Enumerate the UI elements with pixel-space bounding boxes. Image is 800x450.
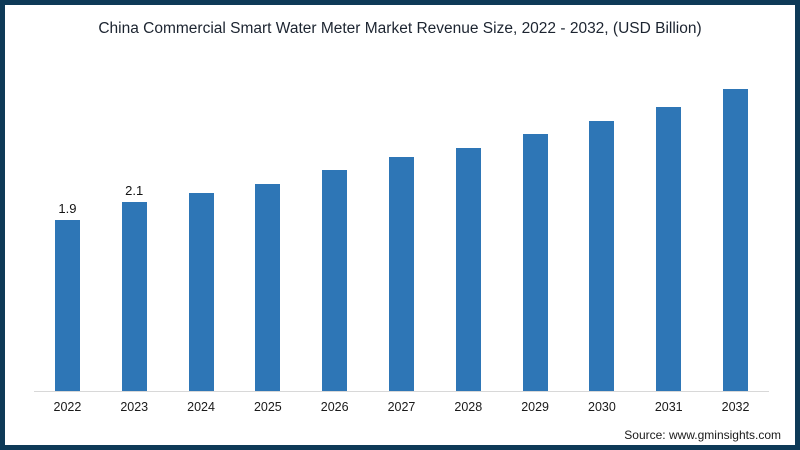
data-label-2023: 2.1 bbox=[125, 183, 144, 198]
chart-title: China Commercial Smart Water Meter Marke… bbox=[98, 20, 702, 37]
bar-column-2024 bbox=[168, 5, 235, 391]
data-label-2022: 1.9 bbox=[58, 201, 77, 216]
bar-2028 bbox=[455, 148, 481, 391]
bar-column-2025 bbox=[234, 5, 301, 391]
bar-column-2023: 2.1 bbox=[101, 5, 168, 391]
bar-column-2027 bbox=[368, 5, 435, 391]
bar-column-2032 bbox=[702, 5, 769, 391]
x-tick-2022: 2022 bbox=[53, 400, 82, 414]
bar-column-2028 bbox=[435, 5, 502, 391]
bar-2030 bbox=[589, 121, 615, 391]
bar-2025 bbox=[255, 184, 281, 391]
bar-2032 bbox=[723, 89, 749, 391]
bar-2031 bbox=[656, 107, 682, 391]
x-tick-2028: 2028 bbox=[454, 400, 483, 414]
x-tick-2031: 2031 bbox=[654, 400, 683, 414]
bar-2026 bbox=[322, 170, 348, 391]
bar-2024 bbox=[188, 193, 214, 391]
x-tick-2027: 2027 bbox=[387, 400, 416, 414]
bar-2029 bbox=[522, 134, 548, 391]
x-axis: 2022 2023 2024 2025 2026 2027 2028 2029 2030 2031… bbox=[34, 392, 769, 414]
bar-column-2030 bbox=[569, 5, 636, 391]
x-tick-2030: 2030 bbox=[588, 400, 616, 414]
bar-column-2031 bbox=[635, 5, 702, 391]
bar-column-2029 bbox=[502, 5, 569, 391]
x-tick-2024: 2024 bbox=[187, 400, 215, 414]
x-tick-2025: 2025 bbox=[253, 400, 282, 414]
bar-2022 bbox=[54, 220, 80, 391]
bars-container: 1.9 2.1 bbox=[34, 5, 769, 392]
x-tick-2026: 2026 bbox=[320, 400, 349, 414]
x-tick-2032: 2032 bbox=[721, 400, 750, 414]
x-tick-2023: 2023 bbox=[120, 400, 149, 414]
x-tick-2029: 2029 bbox=[521, 400, 549, 414]
bar-2023 bbox=[121, 202, 147, 391]
source-note: Source: www.gminsights.com bbox=[624, 428, 781, 442]
bar-column-2022: 1.9 bbox=[34, 5, 101, 391]
bar-2027 bbox=[388, 157, 414, 391]
bar-column-2026 bbox=[301, 5, 368, 391]
